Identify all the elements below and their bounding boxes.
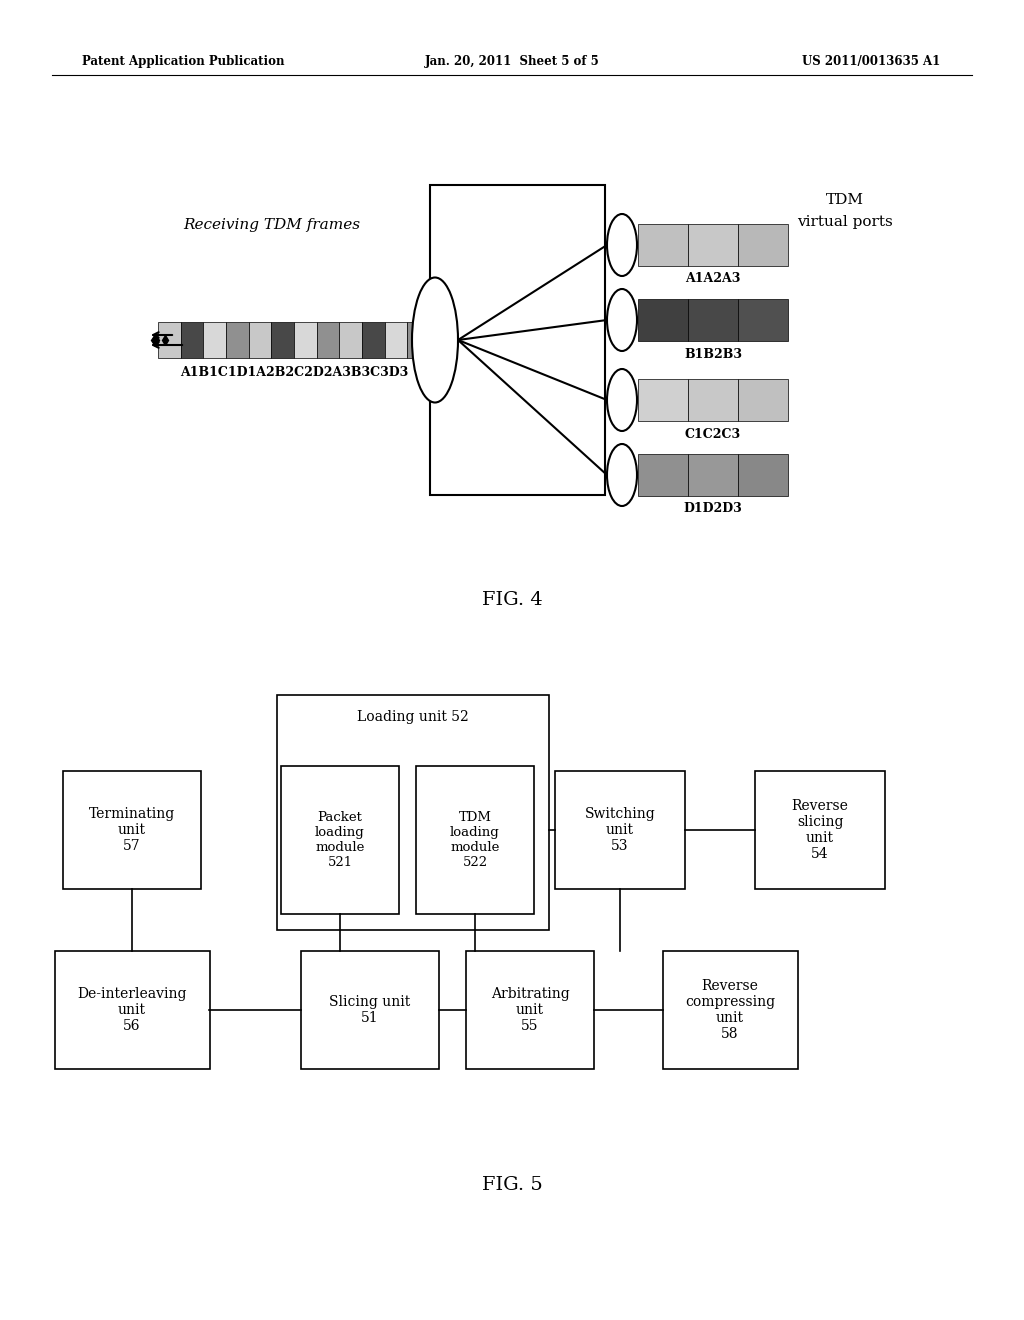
- Bar: [755, 771, 885, 888]
- Bar: [63, 771, 201, 888]
- Bar: [301, 950, 439, 1069]
- Bar: [180, 322, 204, 358]
- Text: A1B1C1D1A2B2C2D2A3B3C3D3: A1B1C1D1A2B2C2D2A3B3C3D3: [180, 366, 409, 379]
- Bar: [638, 454, 688, 496]
- Text: virtual ports: virtual ports: [797, 215, 893, 228]
- Bar: [294, 322, 316, 358]
- Bar: [688, 300, 738, 341]
- Text: C1C2C3: C1C2C3: [685, 428, 741, 441]
- Bar: [688, 454, 738, 496]
- Bar: [226, 322, 249, 358]
- Text: Slicing unit
51: Slicing unit 51: [330, 995, 411, 1026]
- Bar: [738, 379, 788, 421]
- Text: Loading unit 52: Loading unit 52: [357, 710, 469, 723]
- Bar: [738, 300, 788, 341]
- Bar: [688, 379, 738, 421]
- Ellipse shape: [412, 277, 458, 403]
- Ellipse shape: [607, 214, 637, 276]
- Bar: [638, 224, 688, 267]
- Bar: [638, 379, 688, 421]
- Bar: [281, 766, 399, 913]
- Bar: [249, 322, 271, 358]
- Text: Patent Application Publication: Patent Application Publication: [82, 55, 285, 69]
- Text: De-interleaving
unit
56: De-interleaving unit 56: [77, 987, 186, 1034]
- Bar: [362, 322, 385, 358]
- Bar: [55, 950, 210, 1069]
- Bar: [339, 322, 362, 358]
- Ellipse shape: [607, 289, 637, 351]
- Text: Jan. 20, 2011  Sheet 5 of 5: Jan. 20, 2011 Sheet 5 of 5: [425, 55, 599, 69]
- Text: Receiving TDM frames: Receiving TDM frames: [183, 218, 360, 232]
- Bar: [430, 185, 605, 495]
- Bar: [738, 454, 788, 496]
- Text: TDM: TDM: [826, 193, 864, 207]
- Text: B1B2B3: B1B2B3: [684, 347, 742, 360]
- Ellipse shape: [607, 370, 637, 432]
- Bar: [158, 322, 180, 358]
- Bar: [738, 224, 788, 267]
- Bar: [204, 322, 226, 358]
- Text: US 2011/0013635 A1: US 2011/0013635 A1: [802, 55, 940, 69]
- Bar: [278, 696, 549, 931]
- Text: Terminating
unit
57: Terminating unit 57: [89, 807, 175, 853]
- Bar: [408, 322, 430, 358]
- Text: TDM
loading
module
522: TDM loading module 522: [451, 810, 500, 869]
- Text: A1A2A3: A1A2A3: [685, 272, 740, 285]
- Text: FIG. 4: FIG. 4: [481, 591, 543, 609]
- Ellipse shape: [607, 444, 637, 506]
- Bar: [663, 950, 798, 1069]
- Bar: [466, 950, 594, 1069]
- Text: Packet
loading
module
521: Packet loading module 521: [315, 810, 365, 869]
- Bar: [271, 322, 294, 358]
- Text: Reverse
slicing
unit
54: Reverse slicing unit 54: [792, 799, 849, 862]
- Bar: [688, 224, 738, 267]
- Text: D1D2D3: D1D2D3: [684, 503, 742, 516]
- Bar: [316, 322, 339, 358]
- Text: Arbitrating
unit
55: Arbitrating unit 55: [490, 987, 569, 1034]
- Bar: [385, 322, 408, 358]
- Bar: [416, 766, 534, 913]
- Text: Switching
unit
53: Switching unit 53: [585, 807, 655, 853]
- Bar: [638, 300, 688, 341]
- Text: Reverse
compressing
unit
58: Reverse compressing unit 58: [685, 978, 775, 1041]
- Bar: [555, 771, 685, 888]
- Text: FIG. 5: FIG. 5: [481, 1176, 543, 1195]
